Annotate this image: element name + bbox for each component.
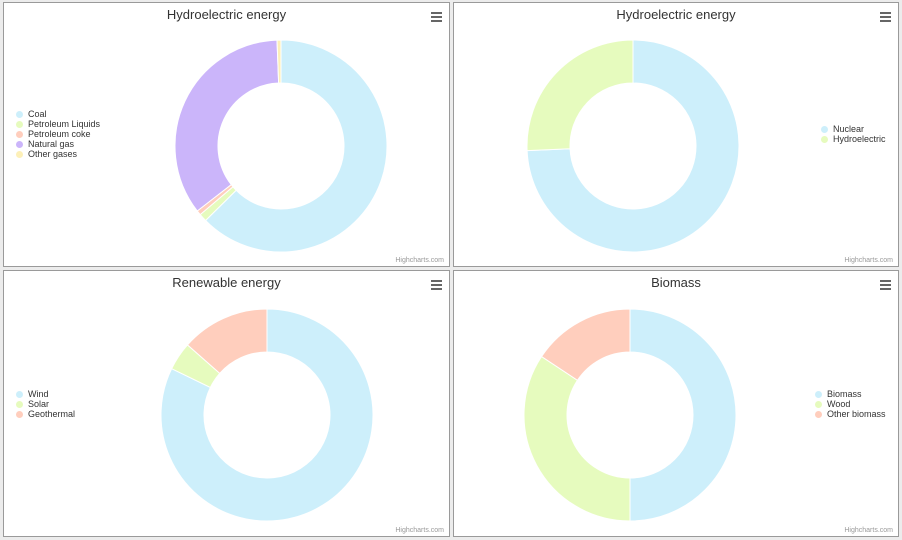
legend-swatch <box>821 136 828 143</box>
chart-title: Biomass <box>651 275 701 290</box>
legend-label: Petroleum coke <box>28 129 91 139</box>
legend-item[interactable]: Petroleum Liquids <box>16 119 100 129</box>
highcharts-credit[interactable]: Highcharts.com <box>844 527 893 534</box>
legend-swatch <box>16 131 23 138</box>
legend-label: Petroleum Liquids <box>28 119 101 129</box>
highcharts-credit[interactable]: Highcharts.com <box>395 527 444 534</box>
legend-label: Natural gas <box>28 139 75 149</box>
pie-slice-hydroelectric[interactable] <box>526 39 634 152</box>
donut-chart <box>174 39 388 253</box>
highcharts-credit[interactable]: Highcharts.com <box>395 257 444 264</box>
legend-label: Other gases <box>28 149 78 159</box>
legend-swatch <box>16 111 23 118</box>
chart-legend: Nuclear Hydroelectric <box>821 124 886 144</box>
chart-title: Renewable energy <box>172 275 281 290</box>
legend-label: Hydroelectric <box>833 134 886 144</box>
legend-item[interactable]: Biomass <box>815 389 886 399</box>
legend-item[interactable]: Wood <box>815 399 886 409</box>
legend-item[interactable]: Other gases <box>16 149 100 159</box>
pie-slice-geothermal[interactable] <box>186 308 268 375</box>
legend-swatch <box>821 126 828 133</box>
legend-item[interactable]: Nuclear <box>821 124 886 134</box>
legend-label: Other biomass <box>827 409 886 419</box>
chart-title: Hydroelectric energy <box>166 7 287 22</box>
pie-slice-coal[interactable] <box>204 39 388 253</box>
legend-item[interactable]: Other biomass <box>815 409 886 419</box>
hamburger-menu-icon[interactable] <box>880 280 891 292</box>
pie-slice-biomass[interactable] <box>629 308 737 522</box>
chart-panel-renewable: Renewable energy Wind Solar Geothermal Hig… <box>3 270 450 537</box>
legend-item[interactable]: Wind <box>16 389 75 399</box>
hamburger-menu-icon[interactable] <box>431 12 442 24</box>
legend-item[interactable]: Petroleum coke <box>16 129 100 139</box>
hamburger-menu-icon[interactable] <box>431 280 442 292</box>
chart-title: Hydroelectric energy <box>616 7 736 22</box>
pie-slice-other-gases[interactable] <box>276 39 282 84</box>
legend-label: Coal <box>28 109 47 119</box>
legend-item[interactable]: Natural gas <box>16 139 100 149</box>
legend-label: Wood <box>827 399 851 409</box>
legend-label: Nuclear <box>833 124 865 134</box>
donut-chart <box>160 308 374 522</box>
legend-swatch <box>16 391 23 398</box>
chart-panel-coal: Hydroelectric energy Coal Petroleum Liqui… <box>3 2 450 267</box>
legend-label: Biomass <box>827 389 862 399</box>
legend-label: Wind <box>28 389 49 399</box>
legend-swatch <box>815 401 822 408</box>
legend-swatch <box>16 411 23 418</box>
legend-swatch <box>16 121 23 128</box>
pie-slice-wood[interactable] <box>523 355 631 522</box>
pie-slice-natural-gas[interactable] <box>174 39 280 212</box>
chart-legend: Coal Petroleum Liquids Petroleum coke Natur… <box>16 109 100 159</box>
chart-panel-biomass: Biomass Biomass Wood Other biomass Highcha… <box>453 270 899 537</box>
pie-slice-nuclear[interactable] <box>526 39 740 253</box>
chart-legend: Wind Solar Geothermal <box>16 389 75 419</box>
legend-item[interactable]: Coal <box>16 109 100 119</box>
chart-legend: Biomass Wood Other biomass <box>815 389 886 419</box>
donut-chart <box>526 39 740 253</box>
pie-slice-other-biomass[interactable] <box>540 308 631 381</box>
legend-swatch <box>16 151 23 158</box>
legend-item[interactable]: Solar <box>16 399 75 409</box>
legend-item[interactable]: Geothermal <box>16 409 75 419</box>
legend-item[interactable]: Hydroelectric <box>821 134 886 144</box>
highcharts-credit[interactable]: Highcharts.com <box>844 257 893 264</box>
legend-swatch <box>815 391 822 398</box>
legend-swatch <box>815 411 822 418</box>
legend-swatch <box>16 401 23 408</box>
pie-slice-wind[interactable] <box>160 308 374 522</box>
legend-label: Geothermal <box>28 409 76 419</box>
legend-label: Solar <box>28 399 50 409</box>
donut-chart <box>523 308 737 522</box>
legend-swatch <box>16 141 23 148</box>
chart-panel-nuclear: Hydroelectric energy Nuclear Hydroelectri… <box>453 2 899 267</box>
hamburger-menu-icon[interactable] <box>880 12 891 24</box>
